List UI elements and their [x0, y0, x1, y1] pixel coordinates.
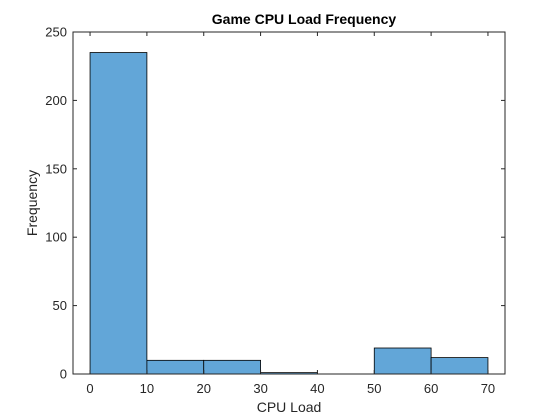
x-tick-label: 20 — [197, 381, 211, 396]
histogram-bar-1 — [147, 360, 204, 374]
y-tick-label: 200 — [45, 93, 67, 108]
x-axis-label: CPU Load — [257, 399, 322, 415]
y-axis-label: Frequency — [24, 170, 40, 236]
y-tick-label: 150 — [45, 161, 67, 176]
y-tick-label: 0 — [60, 367, 67, 382]
histogram-bar-0 — [90, 53, 147, 374]
y-tick-label: 100 — [45, 230, 67, 245]
histogram-bar-6 — [431, 358, 488, 374]
chart-title: Game CPU Load Frequency — [212, 11, 397, 27]
histogram-bar-5 — [374, 348, 431, 374]
x-tick-label: 30 — [253, 381, 267, 396]
x-tick-label: 40 — [310, 381, 324, 396]
bars-group — [90, 53, 488, 374]
x-tick-label: 70 — [481, 381, 495, 396]
x-tick-label: 50 — [367, 381, 381, 396]
x-tick-label: 10 — [140, 381, 154, 396]
y-tick-label: 250 — [45, 25, 67, 40]
x-tick-label: 60 — [424, 381, 438, 396]
y-tick-label: 50 — [53, 298, 67, 313]
x-axis: 0 10 20 30 40 50 60 70 — [86, 32, 495, 396]
x-tick-label: 0 — [86, 381, 93, 396]
histogram-bar-2 — [204, 360, 261, 374]
